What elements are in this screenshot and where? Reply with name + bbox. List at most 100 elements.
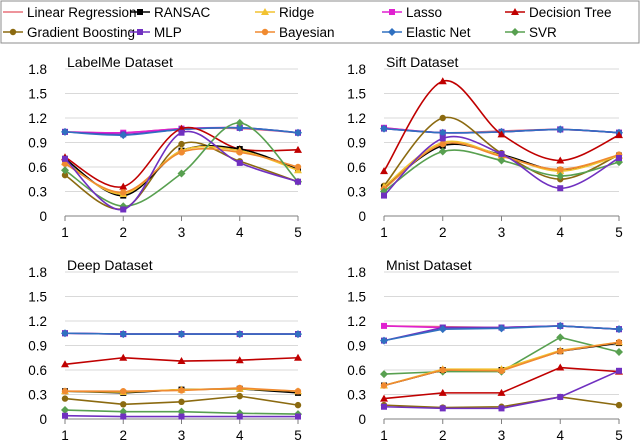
data-point xyxy=(294,353,302,361)
data-point xyxy=(439,366,446,374)
data-point xyxy=(119,330,128,339)
legend-item-gb: Gradient Boosting xyxy=(3,25,135,40)
series-tree xyxy=(61,353,302,368)
data-point xyxy=(294,163,302,171)
data-point xyxy=(381,403,387,410)
y-tick-label: 0.6 xyxy=(28,160,47,175)
data-point xyxy=(556,125,565,134)
series-bayes xyxy=(61,147,302,196)
series-line xyxy=(64,130,299,211)
data-point xyxy=(557,166,564,173)
data-point xyxy=(616,367,622,374)
legend-marker xyxy=(9,28,17,36)
legend-label: Gradient Boosting xyxy=(27,25,135,40)
legend-marker xyxy=(511,8,519,15)
data-point xyxy=(120,388,127,395)
data-point xyxy=(62,155,68,162)
y-tick-label: 0.3 xyxy=(347,388,366,403)
series-mlp2 xyxy=(62,412,301,420)
data-point xyxy=(61,127,69,136)
data-point xyxy=(61,160,69,167)
data-point xyxy=(497,156,506,165)
data-point xyxy=(235,118,244,127)
data-point xyxy=(295,178,301,185)
chart-title: Sift Dataset xyxy=(386,54,458,70)
x-tick-label: 4 xyxy=(236,428,244,441)
y-tick-label: 1.8 xyxy=(28,62,47,77)
data-point xyxy=(119,182,128,190)
data-point xyxy=(178,129,185,136)
legend-label: RANSAC xyxy=(154,5,211,20)
series-line xyxy=(383,80,620,172)
y-tick-label: 1.2 xyxy=(28,314,47,329)
data-point xyxy=(178,387,185,394)
data-point xyxy=(61,395,69,402)
data-point xyxy=(556,171,565,180)
x-tick-label: 2 xyxy=(439,225,447,240)
series-mlp2 xyxy=(381,135,622,199)
data-point xyxy=(177,330,186,339)
y-tick-label: 1.2 xyxy=(347,111,366,126)
data-point xyxy=(61,329,69,338)
data-point xyxy=(438,128,447,137)
legend-item-ridge: Ridge xyxy=(255,5,314,20)
x-tick-label: 5 xyxy=(615,225,623,240)
x-tick-label: 4 xyxy=(556,225,564,240)
y-tick-label: 1.2 xyxy=(28,111,47,126)
x-tick-label: 1 xyxy=(61,428,69,441)
data-point xyxy=(498,367,505,375)
data-point xyxy=(120,413,127,420)
y-tick-label: 0.9 xyxy=(347,136,366,151)
data-point xyxy=(120,401,127,408)
data-point xyxy=(236,159,243,166)
data-point xyxy=(177,169,186,178)
data-point xyxy=(61,166,69,175)
x-tick-label: 2 xyxy=(119,428,127,441)
legend-item-bayes: Bayesian xyxy=(255,25,335,40)
legend-label: Lasso xyxy=(406,5,442,20)
x-tick-label: 3 xyxy=(178,225,186,240)
data-point xyxy=(615,325,623,334)
y-tick-label: 0 xyxy=(358,209,366,224)
series-line xyxy=(383,342,620,387)
chart-title: Mnist Dataset xyxy=(386,257,472,273)
data-point xyxy=(497,130,506,138)
legend-label: Elastic Net xyxy=(406,25,471,40)
legend-item-svr: SVR xyxy=(505,25,557,40)
y-tick-label: 0 xyxy=(358,412,366,427)
labelme-chart: 0 0.3 0.6 0.9 1.2 1.5 1.8 1 2 3 4 5 LabelMe Dataset xyxy=(28,54,302,240)
data-point xyxy=(380,336,388,345)
y-tick-label: 0.3 xyxy=(347,185,366,200)
legend-marker xyxy=(261,8,269,15)
legend-item-linear: Linear Regression xyxy=(3,5,137,20)
legend-label: Ridge xyxy=(279,5,314,20)
data-point xyxy=(61,388,69,395)
legend-marker xyxy=(261,28,269,36)
y-tick-label: 0.3 xyxy=(28,185,47,200)
y-tick-label: 0.9 xyxy=(28,339,47,354)
x-tick-label: 2 xyxy=(439,428,447,441)
series-svr xyxy=(380,147,623,196)
data-point xyxy=(235,123,244,132)
y-tick-label: 0.6 xyxy=(28,363,47,378)
data-point xyxy=(120,206,127,213)
series-mlp2 xyxy=(62,129,301,213)
data-point xyxy=(556,321,565,330)
series-tree xyxy=(380,77,623,175)
data-point xyxy=(178,140,185,148)
data-point xyxy=(381,192,387,199)
data-point xyxy=(61,360,69,368)
data-point xyxy=(497,388,506,396)
data-point xyxy=(439,405,446,412)
data-point xyxy=(119,131,128,140)
x-tick-label: 5 xyxy=(615,428,623,441)
data-point xyxy=(557,185,564,192)
data-point xyxy=(294,128,302,137)
y-tick-label: 0 xyxy=(39,412,47,427)
y-tick-label: 1.2 xyxy=(347,314,366,329)
y-tick-label: 1.8 xyxy=(347,265,366,280)
y-tick-label: 0.6 xyxy=(347,363,366,378)
legend-item-lasso: Lasso xyxy=(382,5,442,20)
legend-marker xyxy=(137,9,143,15)
